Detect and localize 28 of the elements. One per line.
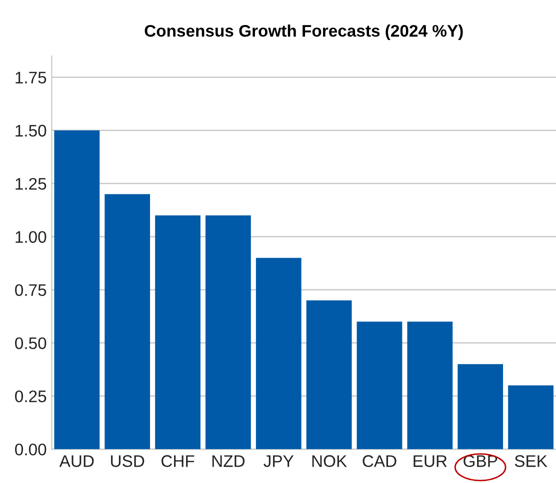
y-tick-label: 1.00	[16, 231, 46, 243]
y-tick-label: 1.50	[16, 124, 46, 137]
x-tick-label: NZD	[212, 455, 245, 467]
chart-title: Consensus Growth Forecasts (2024 %Y)	[144, 24, 463, 40]
bar	[306, 300, 352, 450]
x-tick-label: USD	[111, 455, 144, 467]
x-tick-label: JPY	[264, 455, 294, 467]
x-tick-label: AUD	[59, 455, 94, 467]
y-tick-label: 0.50	[15, 337, 46, 350]
bar	[206, 215, 251, 450]
bar	[104, 194, 150, 450]
bar	[458, 364, 504, 450]
bar	[407, 322, 453, 450]
y-tick-label: 1.25	[16, 178, 46, 190]
x-tick-label: EUR	[414, 455, 447, 467]
y-tick-label: 0.00	[15, 444, 46, 456]
bar	[356, 322, 402, 450]
x-tick-label: CHF	[162, 455, 194, 467]
x-tick-label: SEK	[514, 455, 548, 467]
y-tick-label: 0.75	[15, 284, 46, 296]
x-tick-label: NOK	[312, 455, 347, 467]
y-tick-label: 0.25	[15, 390, 46, 402]
bar	[508, 385, 554, 450]
bar	[54, 130, 100, 450]
y-tick-label: 1.75	[16, 72, 46, 84]
x-tick-label: CAD	[362, 455, 396, 467]
bar	[256, 258, 302, 450]
bar	[155, 215, 200, 450]
